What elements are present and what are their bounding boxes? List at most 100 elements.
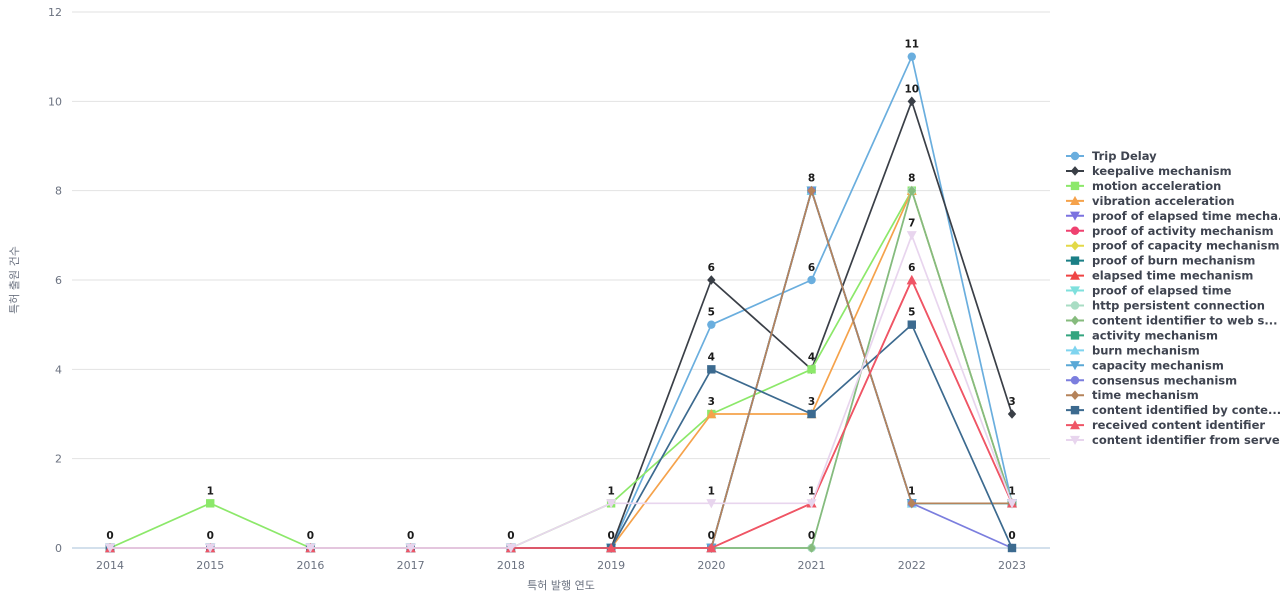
series-content-identifier-from-server: [105, 231, 1017, 553]
data-point: [807, 185, 816, 196]
point-value-label: 0: [708, 530, 715, 542]
y-tick-label: 4: [55, 363, 62, 376]
legend-label: proof of elapsed time mecha...: [1092, 209, 1280, 223]
data-point: [906, 231, 917, 241]
x-tick-label: 2020: [697, 559, 725, 572]
x-tick-label: 2019: [597, 559, 625, 572]
x-axis-title: 특허 발행 연도: [527, 579, 595, 592]
legend-marker: [1070, 420, 1080, 430]
point-value-label: 1: [808, 485, 815, 497]
data-point: [907, 96, 916, 107]
legend-item[interactable]: proof of burn mechanism: [1066, 254, 1255, 268]
legend-label: content identifier to web s...: [1092, 313, 1278, 327]
point-value-label: 6: [808, 262, 815, 274]
legend-item[interactable]: burn mechanism: [1066, 343, 1200, 357]
series-line: [110, 55, 1013, 549]
legend-item[interactable]: proof of activity mechanism: [1066, 224, 1274, 238]
data-point: [907, 185, 916, 196]
legend-marker: [1070, 226, 1080, 235]
point-value-label: 0: [307, 530, 314, 542]
data-point: [706, 409, 717, 419]
legend-marker: [1070, 166, 1080, 176]
legend-label: content identified by conte...: [1092, 403, 1280, 417]
x-tick-label: 2016: [296, 559, 324, 572]
legend-item[interactable]: content identified by conte...: [1066, 403, 1280, 417]
legend-label: Trip Delay: [1092, 149, 1157, 163]
legend-label: http persistent connection: [1092, 299, 1265, 313]
legend-marker: [1070, 240, 1080, 251]
legend-item[interactable]: proof of capacity mechanism: [1066, 239, 1279, 253]
y-axis-title: 특허 출원 건수: [8, 246, 21, 314]
legend-label: proof of capacity mechanism: [1092, 239, 1279, 253]
legend-marker: [1070, 345, 1080, 355]
legend-item[interactable]: time mechanism: [1066, 388, 1199, 402]
point-value-label: 0: [106, 530, 113, 542]
legend-item[interactable]: content identifier to web s...: [1066, 313, 1278, 327]
legend-item[interactable]: consensus mechanism: [1066, 373, 1237, 387]
legend-item[interactable]: http persistent connection: [1066, 299, 1265, 313]
legend-item[interactable]: proof of elapsed time: [1066, 284, 1232, 298]
data-point: [807, 275, 816, 285]
x-axis-group: 2014 2015 2016 2017 2018 2019 2020 2021 2022 2023: [96, 559, 1026, 572]
y-tick-label: 6: [55, 274, 62, 287]
legend-marker: [1070, 376, 1080, 385]
legend-label: capacity mechanism: [1092, 358, 1224, 372]
legend-item[interactable]: content identifier from server: [1066, 433, 1280, 447]
data-point: [706, 543, 717, 553]
point-value-label: 1: [207, 485, 214, 497]
x-tick-label: 2023: [998, 559, 1026, 572]
legend-marker: [1070, 331, 1080, 340]
legend-marker: [1070, 211, 1080, 221]
point-value-label: 7: [908, 217, 915, 229]
data-point: [205, 543, 216, 553]
data-point: [806, 499, 817, 509]
legend-item[interactable]: activity mechanism: [1066, 328, 1218, 342]
point-value-label: 6: [708, 262, 715, 274]
legend-label: elapsed time mechanism: [1092, 269, 1253, 283]
y-tick-label: 0: [55, 542, 62, 555]
legend-marker: [1070, 361, 1080, 371]
point-value-label: 5: [708, 307, 715, 319]
legend-item[interactable]: received content identifier: [1066, 418, 1265, 432]
x-tick-label: 2017: [397, 559, 425, 572]
legend-item[interactable]: proof of elapsed time mecha...: [1066, 209, 1280, 223]
series-line: [110, 279, 1013, 549]
legend-label: burn mechanism: [1092, 343, 1200, 357]
series-line: [110, 234, 1013, 549]
data-point: [1007, 409, 1017, 419]
series-line: [110, 100, 1013, 549]
data-point: [206, 499, 215, 508]
legend-label: vibration acceleration: [1092, 194, 1235, 208]
data-point: [505, 543, 516, 553]
data-point: [706, 499, 717, 509]
data-point: [305, 543, 316, 553]
data-point: [1007, 543, 1017, 553]
point-value-label: 0: [407, 530, 414, 542]
data-point: [807, 543, 816, 553]
legend-label: keepalive mechanism: [1092, 164, 1232, 178]
data-point: [906, 275, 917, 285]
legend-marker: [1070, 195, 1080, 206]
legend-item[interactable]: keepalive mechanism: [1066, 164, 1232, 178]
legend-item[interactable]: vibration acceleration: [1066, 194, 1235, 208]
point-value-label: 10: [904, 83, 919, 95]
data-point: [105, 543, 115, 553]
legend-marker: [1070, 270, 1080, 280]
legend-item[interactable]: capacity mechanism: [1066, 358, 1224, 372]
point-value-label: 3: [708, 396, 715, 408]
point-value-label: 0: [507, 530, 514, 542]
legend-label: proof of elapsed time: [1092, 284, 1232, 298]
legend-item[interactable]: Trip Delay: [1066, 149, 1157, 163]
legend-item[interactable]: elapsed time mechanism: [1066, 269, 1253, 283]
data-point: [1007, 499, 1017, 509]
legend-item[interactable]: motion acceleration: [1066, 179, 1221, 193]
point-value-label: 5: [908, 307, 915, 319]
legend-label: time mechanism: [1092, 388, 1199, 402]
point-value-label: 6: [908, 262, 915, 274]
x-tick-label: 2022: [898, 559, 926, 572]
y-tick-label: 8: [55, 185, 62, 198]
